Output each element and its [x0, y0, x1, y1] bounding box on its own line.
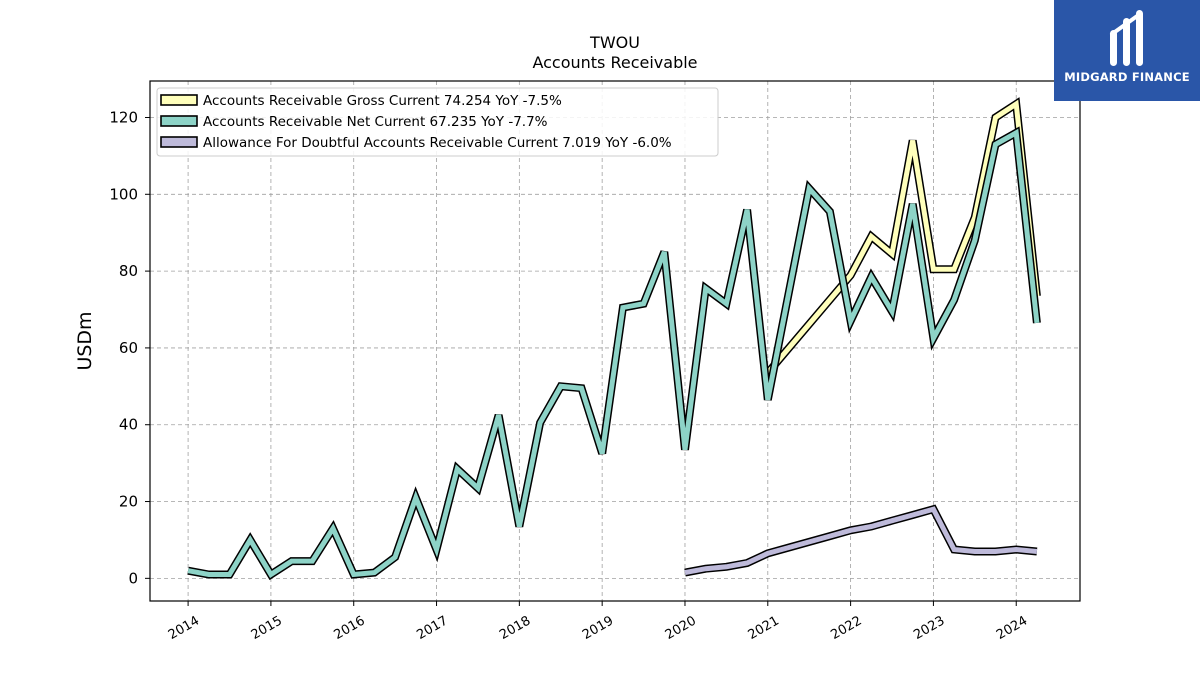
brand-logo: MIDGARD FINANCE — [1054, 0, 1200, 101]
series-line-3 — [684, 506, 1038, 576]
legend-swatch — [160, 136, 198, 148]
chart-subtitle: Accounts Receivable — [532, 53, 697, 72]
brand-name: MIDGARD FINANCE — [1064, 70, 1190, 84]
x-tick-label: 2022 — [828, 613, 864, 643]
series-outline-2 — [187, 126, 1041, 581]
y-axis-label: USDm — [74, 311, 96, 370]
y-tick-label: 80 — [119, 262, 138, 280]
x-tick-label: 2021 — [746, 613, 782, 643]
plot-frame — [149, 80, 1081, 602]
chart-title: TWOU — [589, 33, 640, 52]
x-tick-label: 2017 — [414, 613, 450, 643]
y-tick-label: 120 — [109, 108, 138, 126]
x-tick-label: 2018 — [497, 613, 533, 643]
y-tick-label: 40 — [119, 416, 138, 434]
y-tick-label: 100 — [109, 185, 138, 203]
x-tick-label: 2014 — [166, 613, 202, 643]
x-tick-label: 2019 — [580, 613, 616, 643]
series-line-1 — [765, 99, 1040, 375]
x-tick-label: 2015 — [249, 613, 285, 643]
series-layer — [187, 97, 1041, 581]
legend-swatch — [160, 94, 198, 106]
x-tick-label: 2023 — [911, 613, 947, 643]
midgard-logo-icon — [1110, 10, 1143, 66]
legend-label: Accounts Receivable Gross Current 74.254… — [203, 93, 562, 109]
x-tick-label: 2024 — [994, 613, 1030, 643]
axis-layer: 0 20 40 60 80 100 120 2014 2015 2016 2017 2018 2019 2… — [109, 108, 1030, 643]
legend-box — [156, 87, 719, 157]
y-tick-label: 0 — [128, 569, 138, 587]
legend-label: Accounts Receivable Net Current 67.235 Y… — [203, 114, 548, 130]
legend-swatch — [160, 115, 198, 127]
x-tick-label: 2016 — [332, 613, 368, 643]
legend: Accounts Receivable Gross Current 74.254… — [156, 87, 719, 157]
series-line-2 — [187, 128, 1040, 579]
legend-label: Allowance For Doubtful Accounts Receivab… — [203, 135, 672, 151]
y-tick-label: 60 — [119, 339, 138, 357]
y-tick-label: 20 — [119, 493, 138, 511]
x-tick-label: 2020 — [663, 613, 699, 643]
